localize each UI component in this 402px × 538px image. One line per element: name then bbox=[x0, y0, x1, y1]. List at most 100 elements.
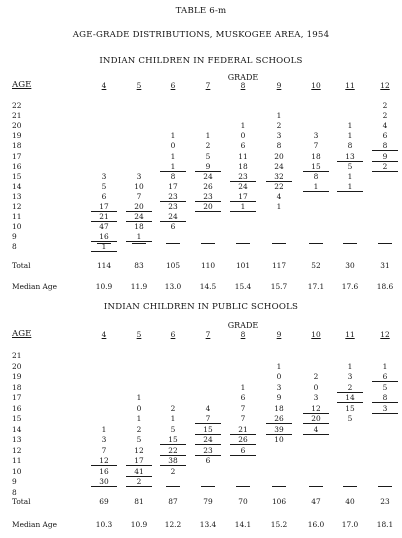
median-value: 17.6 bbox=[341, 282, 359, 291]
table-cell: 3 bbox=[313, 393, 319, 402]
table-cell: 3 bbox=[136, 171, 142, 181]
grade-column-header: 9 bbox=[276, 330, 282, 339]
table-cell: 20 bbox=[126, 202, 152, 212]
median-value: 13.0 bbox=[164, 282, 182, 291]
table-cell: 8 bbox=[372, 141, 398, 152]
total-value: 30 bbox=[345, 261, 355, 270]
column-rule bbox=[132, 243, 146, 244]
column-rule bbox=[166, 243, 180, 244]
table-cell: 7 bbox=[101, 445, 107, 455]
grade-column-header: 10 bbox=[311, 81, 321, 90]
table-cell: 4 bbox=[382, 121, 388, 131]
column-rule bbox=[132, 486, 146, 487]
table-cell: 0 bbox=[136, 403, 142, 413]
table-cell: 1 bbox=[170, 131, 176, 141]
table-cell: 7 bbox=[195, 414, 221, 424]
table-cell: 3 bbox=[372, 404, 398, 414]
table-row: 15 3 3 8 24 23 32 8 1 bbox=[0, 172, 402, 183]
median-value: 18.1 bbox=[376, 520, 394, 529]
column-rule bbox=[272, 486, 286, 487]
table-cell: 24 bbox=[195, 435, 221, 445]
age-column-header: AGE bbox=[12, 329, 32, 339]
table-cell: 6 bbox=[382, 131, 388, 141]
table-cell: 9 bbox=[195, 162, 221, 172]
age-column-header: AGE bbox=[12, 80, 32, 90]
table-cell: 18 bbox=[274, 403, 284, 413]
median-value: 10.9 bbox=[95, 282, 113, 291]
age-cell: 9 bbox=[12, 477, 17, 486]
table-cell: 0 bbox=[276, 372, 282, 381]
age-cell: 8 bbox=[12, 487, 17, 497]
median-value: 10.9 bbox=[130, 520, 148, 529]
grade-column-header: 7 bbox=[205, 81, 211, 90]
age-cell: 13 bbox=[12, 435, 22, 444]
table-row: 20 1 1 1 bbox=[0, 362, 402, 373]
median-value: 10.3 bbox=[95, 520, 113, 529]
age-cell: 15 bbox=[12, 171, 22, 181]
table-row: 10 47 18 6 bbox=[0, 222, 402, 233]
table-cell: 1 bbox=[276, 361, 282, 371]
table-cell: 5 bbox=[170, 424, 176, 434]
table-cell: 10 bbox=[274, 435, 284, 444]
table-cell: 10 bbox=[134, 181, 144, 191]
table-cell: 23 bbox=[230, 172, 256, 182]
table-row: 20 1 2 1 4 bbox=[0, 121, 402, 132]
column-rule bbox=[378, 486, 392, 487]
table-cell: 1 bbox=[276, 111, 282, 121]
table-cell: 17 bbox=[91, 202, 117, 212]
age-cell: 11 bbox=[12, 212, 22, 222]
table-cell: 1 bbox=[347, 361, 353, 371]
table-row: 15 1 1 7 7 26 20 5 bbox=[0, 414, 402, 425]
table-cell: 20 bbox=[195, 202, 221, 212]
column-rule bbox=[201, 243, 215, 244]
table-cell: 8 bbox=[276, 141, 282, 151]
total-value: 81 bbox=[134, 497, 144, 506]
table-cell: 4 bbox=[303, 425, 329, 435]
median-value: 18.6 bbox=[376, 282, 394, 291]
table-cell: 4 bbox=[276, 191, 282, 201]
table-cell: 1 bbox=[160, 162, 186, 172]
column-rule bbox=[97, 243, 111, 244]
table-cell: 5 bbox=[382, 382, 388, 392]
age-cell: 10 bbox=[12, 466, 22, 476]
column-rule bbox=[272, 243, 286, 244]
table-cell: 22 bbox=[274, 181, 284, 191]
total-row: Total 69 81 87 79 70 106 47 40 23 bbox=[0, 497, 402, 509]
table-cell: 1 bbox=[136, 393, 142, 402]
table-row: 18 0 2 6 8 7 8 8 bbox=[0, 141, 402, 152]
table-cell: 3 bbox=[276, 382, 282, 392]
section-heading: INDIAN CHILDREN IN PUBLIC SCHOOLS bbox=[103, 302, 299, 312]
table-cell: 18 bbox=[238, 161, 248, 171]
table-cell: 1 bbox=[91, 242, 117, 253]
table-cell: 23 bbox=[168, 202, 178, 211]
table-cell: 2 bbox=[136, 424, 142, 434]
total-value: 70 bbox=[238, 497, 248, 506]
table-cell: 6 bbox=[240, 141, 246, 151]
total-value: 52 bbox=[311, 261, 321, 270]
grade-label: GRADE bbox=[227, 321, 259, 330]
table-cell: 1 bbox=[136, 414, 142, 423]
median-label: Median Age bbox=[12, 282, 57, 291]
table-cell: 1 bbox=[337, 182, 363, 192]
age-cell: 16 bbox=[12, 161, 22, 171]
total-value: 110 bbox=[200, 261, 216, 270]
table-cell: 15 bbox=[345, 403, 355, 413]
table-title: TABLE 6-m bbox=[175, 6, 227, 16]
table-cell: 1 bbox=[347, 121, 353, 131]
column-rule bbox=[236, 243, 250, 244]
table-cell: 15 bbox=[160, 435, 186, 445]
age-cell: 9 bbox=[12, 232, 17, 242]
table-row: 19 1 1 0 3 3 1 6 bbox=[0, 131, 402, 142]
table-cell: 23 bbox=[160, 192, 186, 202]
table-cell: 17 bbox=[168, 181, 178, 191]
table-cell: 24 bbox=[160, 212, 186, 223]
table-cell: 2 bbox=[170, 403, 176, 413]
table-subtitle: AGE-GRADE DISTRIBUTIONS, MUSKOGEE AREA, … bbox=[72, 30, 330, 40]
table-cell: 32 bbox=[266, 172, 292, 182]
table-cell: 5 bbox=[347, 161, 353, 171]
total-value: 69 bbox=[99, 497, 109, 506]
table-cell: 1 bbox=[347, 171, 353, 181]
table-cell: 12 bbox=[91, 456, 117, 466]
median-value: 17.1 bbox=[307, 282, 325, 291]
table-cell: 24 bbox=[238, 181, 248, 191]
